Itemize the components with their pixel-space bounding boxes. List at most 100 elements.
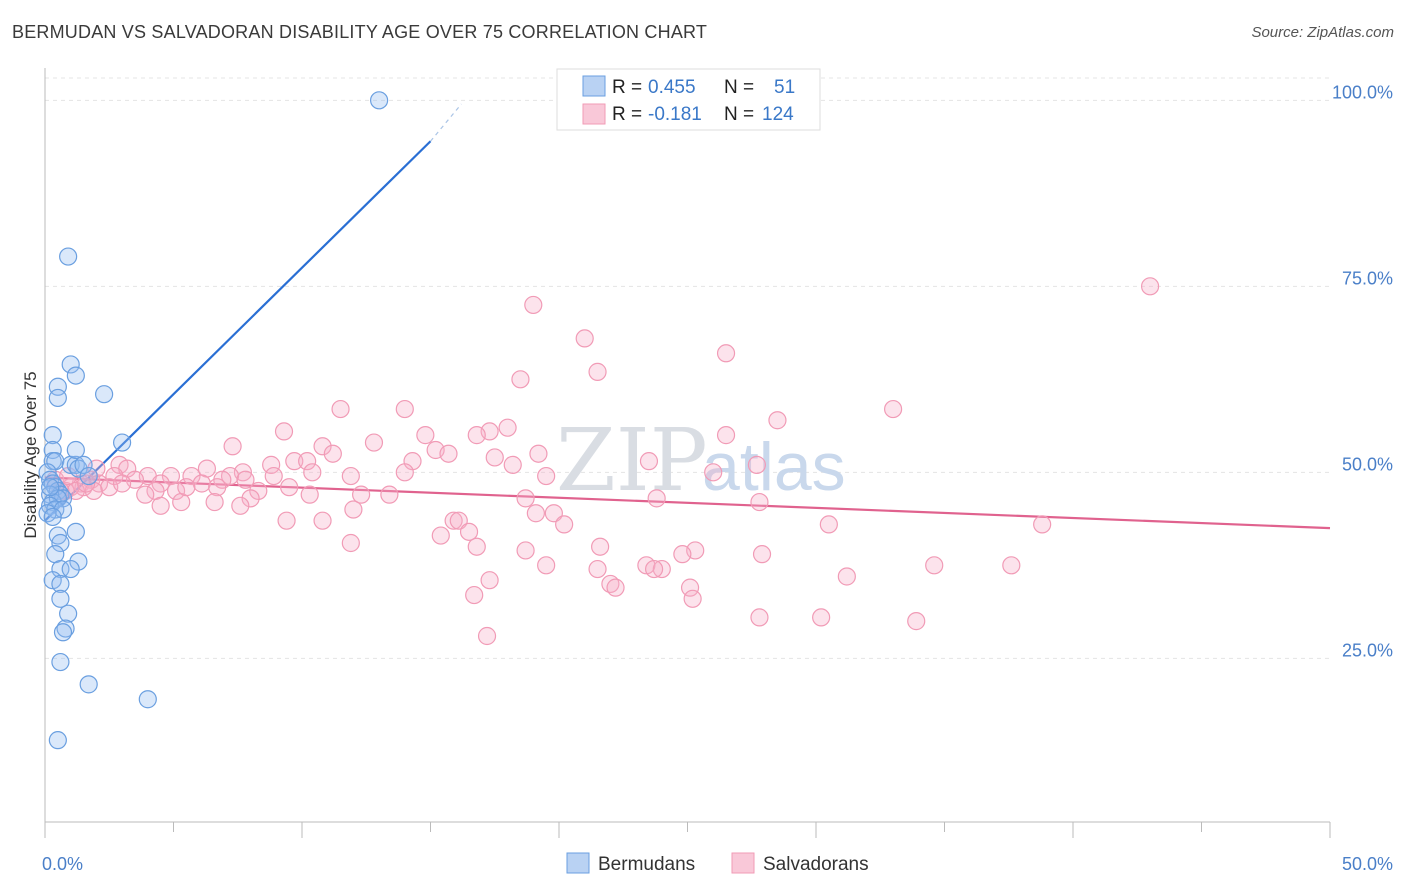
salvadoran-point: [544, 504, 563, 523]
y-tick-label: 25.0%: [1342, 640, 1393, 660]
bermudan-point: [112, 433, 132, 452]
salvadoran-point: [524, 295, 543, 315]
legend-n-label-1: N =: [724, 77, 754, 98]
bottom-legend-swatch-blue: [566, 852, 590, 874]
salvadoran-point: [416, 426, 435, 445]
y-tick-label: 100.0%: [1332, 82, 1393, 102]
salvadoran-point: [511, 370, 530, 389]
bermudan-point: [48, 731, 67, 750]
salvadoran-point: [704, 463, 723, 482]
salvadoran-point: [1033, 515, 1052, 534]
salvadoran-point: [300, 485, 319, 504]
salvadoran-point: [264, 466, 283, 486]
salvadoran-point: [537, 556, 556, 575]
bermudan-trend-extension: [430, 103, 462, 142]
salvadoran-point: [249, 481, 268, 501]
bottom-legend: Bermudans Salvadorans: [566, 852, 869, 875]
bermudan-point: [79, 466, 98, 486]
bermudan-point: [79, 675, 98, 694]
salvadoran-point: [673, 545, 692, 564]
salvadoran-point: [498, 418, 517, 437]
salvadoran-point: [516, 489, 535, 508]
salvadoran-point: [907, 612, 926, 631]
salvadoran-point: [274, 422, 294, 441]
salvadoran-point: [223, 437, 242, 456]
bermudan-point: [43, 507, 62, 527]
salvadoran-point: [205, 492, 224, 512]
bermudan-point: [69, 552, 88, 571]
data-points: [38, 91, 1160, 750]
salvadoran-point: [477, 626, 497, 646]
salvadoran-point: [516, 541, 535, 560]
legend-n-label-2: N =: [724, 104, 754, 125]
salvadoran-point: [331, 399, 350, 419]
salvadoran-point: [352, 485, 371, 504]
salvadoran-point: [444, 511, 463, 530]
salvadoran-point: [241, 489, 260, 508]
salvadoran-point: [208, 478, 227, 497]
salvadoran-point: [591, 537, 610, 556]
bermudan-point: [61, 355, 80, 374]
salvadoran-point: [280, 478, 299, 497]
salvadoran-point: [323, 444, 342, 463]
salvadoran-point: [395, 463, 414, 482]
salvadoran-point: [588, 362, 607, 381]
salvadoran-point: [341, 533, 360, 553]
y-axis-label: Disability Age Over 75: [21, 371, 40, 538]
salvadoran-point: [459, 522, 479, 541]
salvadoran-point: [652, 559, 671, 579]
bermudan-point: [38, 463, 57, 482]
bottom-legend-salvadorans: Salvadorans: [763, 854, 869, 875]
salvadoran-point: [606, 578, 625, 597]
legend-n-value-2: 124: [762, 104, 794, 125]
legend-swatch-pink: [582, 103, 606, 125]
salvadoran-point: [883, 399, 903, 419]
salvadoran-point: [644, 559, 664, 579]
salvadoran-point: [236, 470, 255, 489]
bermudan-point: [66, 366, 85, 385]
bottom-legend-bermudans: Bermudans: [598, 854, 695, 875]
salvadoran-point: [683, 589, 702, 608]
bermudan-point: [51, 652, 70, 672]
salvadoran-point: [77, 474, 96, 493]
salvadoran-point: [503, 455, 522, 474]
salvadoran-point: [485, 448, 504, 467]
legend-r-value-2: -0.181: [648, 104, 702, 125]
bermudan-point: [66, 440, 85, 460]
salvadoran-point: [588, 559, 607, 579]
salvadoran-point: [192, 474, 211, 493]
salvadoran-point: [925, 556, 944, 575]
salvadoran-point: [341, 466, 360, 486]
bermudan-point: [48, 388, 67, 408]
legend-swatch-blue: [582, 75, 606, 97]
salvadoran-point: [529, 444, 548, 463]
salvadoran-point: [750, 608, 769, 627]
salvadoran-point: [395, 399, 414, 419]
salvadoran-point: [449, 511, 468, 530]
salvadoran-point: [303, 463, 322, 482]
salvadoran-point: [182, 466, 201, 486]
salvadoran-point: [439, 444, 458, 463]
legend-n-value-1: 51: [774, 77, 795, 98]
salvadoran-point: [1002, 556, 1021, 575]
bermudan-point: [95, 385, 114, 404]
salvadoran-point: [467, 537, 486, 556]
salvadoran-point: [298, 452, 317, 471]
grid-lines: [45, 77, 1330, 659]
salvadoran-point: [467, 426, 486, 445]
legend-r-label-2: R =: [612, 104, 642, 125]
bermudan-point: [138, 690, 157, 709]
bermudan-point: [48, 526, 67, 545]
salvadoran-point: [231, 496, 250, 515]
legend-r-label-1: R =: [612, 77, 642, 98]
y-tick-label: 75.0%: [1342, 268, 1393, 288]
salvadoran-point: [812, 608, 831, 627]
bermudan-point: [61, 559, 80, 579]
salvadoran-point: [837, 567, 856, 586]
bermudan-point: [370, 91, 389, 110]
salvadoran-point: [105, 466, 124, 486]
salvadoran-point: [575, 329, 594, 348]
salvadoran-point: [647, 489, 666, 508]
bermudan-point: [41, 478, 60, 497]
